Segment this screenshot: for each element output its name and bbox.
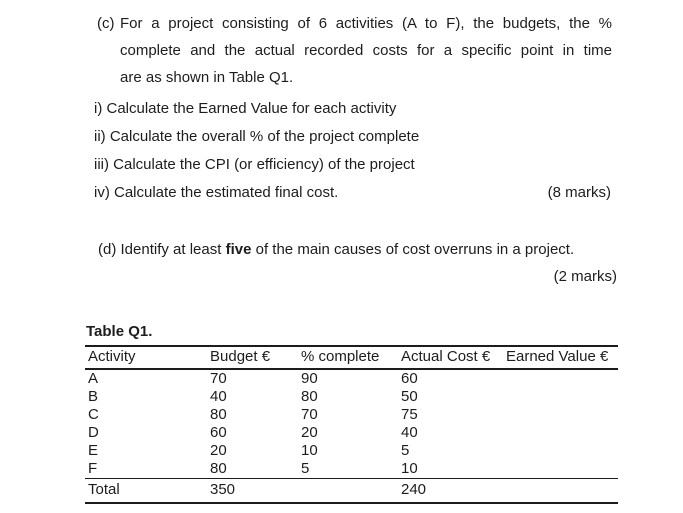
cell-earned-value: [503, 369, 618, 388]
subquestion-i-text: Calculate the Earned Value for each acti…: [106, 100, 397, 117]
subquestion-i-label: i): [94, 100, 103, 117]
part-c-subquestions: i) Calculate the Earned Value for each a…: [94, 95, 611, 207]
subquestion-iii-label: iii): [94, 156, 109, 173]
cell-percent: 90: [301, 370, 318, 387]
total-percent: [298, 478, 398, 504]
part-c-marks: (8 marks): [547, 184, 611, 201]
table-row: D 60 20 40: [85, 424, 618, 442]
total-budget: 350: [207, 478, 298, 504]
subquestion-i: i) Calculate the Earned Value for each a…: [94, 95, 611, 123]
cell-budget: 70: [210, 370, 227, 387]
cell-percent: 10: [301, 442, 318, 459]
part-d-marks: (2 marks): [553, 268, 617, 285]
cell-activity: F: [88, 460, 98, 477]
table-row: C 80 70 75: [85, 406, 618, 424]
header-actual-cost: Actual Cost €: [398, 346, 503, 370]
table-row: E 20 10 5: [85, 442, 618, 460]
total-label: Total: [85, 478, 207, 504]
question-part-d: (d) Identify at least five of the main c…: [98, 236, 617, 290]
table-row: A 70 90 60: [85, 369, 618, 388]
part-d-text-pre: Identify at least: [120, 241, 222, 258]
cell-budget: 80: [210, 460, 227, 477]
header-earned-value: Earned Value €: [503, 346, 618, 370]
cell-activity: D: [88, 424, 99, 441]
part-d-label: (d): [98, 241, 117, 258]
cell-activity: B: [88, 388, 99, 405]
part-c-line-2: complete and the actual recorded costs f…: [120, 42, 612, 59]
total-actual-cost: 240: [398, 478, 503, 504]
total-earned-value: [503, 478, 618, 504]
cell-earned-value: [503, 424, 618, 442]
subquestion-iii-text: Calculate the CPI (or efficiency) of the…: [113, 156, 415, 173]
table-q1: Activity Budget € % complete Actual Cost…: [85, 345, 618, 504]
subquestion-ii-text: Calculate the overall % of the project c…: [109, 128, 420, 145]
subquestion-iv-label: iv): [94, 184, 110, 201]
part-d-text-post: of the main causes of cost overruns in a…: [255, 241, 575, 258]
table-row: B 40 80 50: [85, 388, 618, 406]
cell-percent: 20: [301, 424, 318, 441]
question-part-c: (c) For a project consisting of 6 activi…: [97, 10, 612, 91]
header-percent-complete: % complete: [298, 346, 398, 370]
cell-activity: A: [88, 370, 99, 387]
cell-actual-cost: 10: [401, 460, 418, 477]
cell-budget: 20: [210, 442, 227, 459]
cell-earned-value: [503, 442, 618, 460]
header-budget: Budget €: [207, 346, 298, 370]
cell-activity: E: [88, 442, 99, 459]
cell-budget: 40: [210, 388, 227, 405]
cell-percent: 80: [301, 388, 318, 405]
part-c-label: (c): [97, 15, 115, 32]
cell-earned-value: [503, 388, 618, 406]
cell-actual-cost: 75: [401, 406, 418, 423]
cell-percent: 5: [301, 460, 310, 477]
subquestion-ii-label: ii): [94, 128, 106, 145]
cell-earned-value: [503, 406, 618, 424]
table-header-row: Activity Budget € % complete Actual Cost…: [85, 346, 618, 370]
header-activity: Activity: [85, 346, 207, 370]
subquestion-iv-text: Calculate the estimated final cost.: [114, 184, 339, 201]
table-row: F 80 5 10: [85, 460, 618, 479]
part-d-text: (d) Identify at least five of the main c…: [98, 236, 617, 263]
part-d-bold-word: five: [225, 241, 252, 258]
table-total-row: Total 350 240: [85, 478, 618, 504]
part-c-line-3: are as shown in Table Q1.: [120, 69, 294, 86]
subquestion-iii: iii) Calculate the CPI (or efficiency) o…: [94, 151, 611, 179]
cell-actual-cost: 50: [401, 388, 418, 405]
subquestion-iv: iv) Calculate the estimated final cost. …: [94, 179, 611, 207]
cell-budget: 80: [210, 406, 227, 423]
cell-actual-cost: 5: [401, 442, 410, 459]
cell-actual-cost: 60: [401, 370, 418, 387]
cell-actual-cost: 40: [401, 424, 418, 441]
part-c-line-1: For a project consisting of 6 activities…: [120, 15, 612, 32]
cell-activity: C: [88, 406, 99, 423]
table-caption: Table Q1.: [86, 323, 153, 340]
cell-budget: 60: [210, 424, 227, 441]
cell-earned-value: [503, 460, 618, 479]
subquestion-ii: ii) Calculate the overall % of the proje…: [94, 123, 611, 151]
cell-percent: 70: [301, 406, 318, 423]
